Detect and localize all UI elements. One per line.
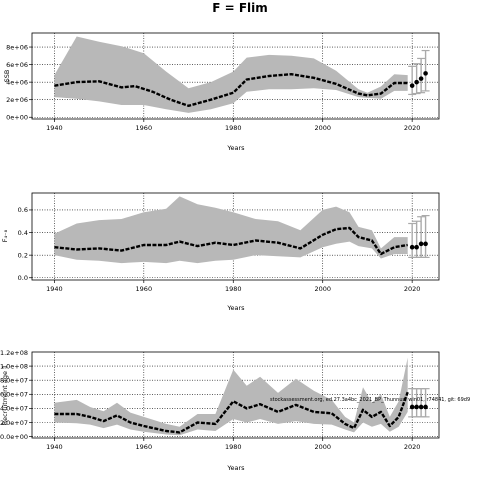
ssb-marks [54, 36, 430, 113]
recruitment-ylabel: Recruitment age 1 [1, 365, 9, 425]
recruitment-ytick-label: 0.0e+00 [0, 433, 28, 441]
ssb-ytick-label: 6e+06 [6, 61, 28, 69]
ssb-ytick-label: 2e+06 [6, 96, 28, 104]
recruitment-ytick-label: 2.0e+07 [0, 419, 28, 427]
ssb-ytick-label: 4e+06 [6, 78, 28, 86]
ssb-panel: 1940 1960 1980 2000 2020 0e+00 2e+06 4e+06 6e+06… [3, 32, 440, 152]
ssb-median-line [54, 73, 408, 107]
f-ticks: 1940 1960 1980 2000 2020 0.0 0.2 0.4 0.6 [18, 206, 421, 293]
recruitment-plot-area [31, 351, 440, 439]
ssb-xtick-label: 1980 [225, 124, 242, 132]
f-projection-point [423, 241, 428, 247]
f-xtick-label: 1980 [225, 285, 242, 293]
recruitment-panel: 1940 1960 1980 2000 2020 0.0e+00 2.0e+07 4.0e+0… [0, 349, 470, 472]
ssb-xtick-label: 1960 [136, 124, 153, 132]
recruitment-xtick-label: 2020 [404, 443, 421, 451]
f-xlabel: Years [226, 304, 245, 312]
f-plot-area [31, 192, 440, 281]
recruitment-xtick-label: 1980 [225, 443, 242, 451]
f-marks [54, 196, 430, 264]
f-ytick-label: 0.0 [18, 274, 28, 282]
f-ytick-label: 0.6 [18, 206, 28, 214]
ssb-confidence-band [54, 36, 408, 113]
f-median-line [54, 226, 408, 256]
recruitment-projection-point [418, 404, 424, 410]
ssb-plot-area [31, 32, 440, 120]
ssb-projection-point [423, 71, 428, 76]
f-projection-point [414, 244, 419, 250]
recruitment-confidence-band [54, 357, 408, 436]
recruitment-projection-point [423, 404, 428, 410]
f-xtick-label: 2000 [314, 285, 331, 293]
f-projection-point [418, 241, 424, 247]
ssb-xtick-label: 1940 [46, 124, 63, 132]
recruitment-ytick-label-top: 1.2e+08 [0, 349, 28, 357]
f-ylabel: F₄₋₈ [1, 229, 9, 242]
ssb-xlabel: Years [226, 144, 245, 152]
recruitment-projection-point [409, 404, 415, 410]
ssb-ytick-label: 8e+06 [6, 43, 28, 51]
ssb-ytick-label: 0e+00 [6, 114, 28, 122]
ssb-projection-point [409, 83, 415, 88]
recruitment-ytick-label: 1.0e+08 [0, 362, 28, 370]
recruitment-xtick-label: 1960 [136, 443, 153, 451]
recruitment-marks [54, 357, 430, 436]
recruitment-xtick-label: 1940 [46, 443, 63, 451]
f-confidence-band [54, 196, 408, 264]
f-panel: 1940 1960 1980 2000 2020 0.0 0.2 0.4 0.6 Years F… [1, 192, 440, 312]
f-xtick-label: 2020 [404, 285, 421, 293]
recruitment-ytick-label: 6.0e+07 [0, 391, 28, 399]
recruitment-ytick-label: 8.0e+07 [0, 376, 28, 384]
f-projection-point [409, 244, 415, 250]
ssb-ticks: 1940 1960 1980 2000 2020 0e+00 2e+06 4e+06 6e+06… [6, 43, 420, 132]
recruitment-xlabel: Years [226, 464, 245, 472]
ssb-xtick-label: 2000 [314, 124, 331, 132]
recruitment-projection-point [414, 404, 419, 410]
ssb-projection-point [418, 76, 424, 81]
f-ytick-label: 0.2 [18, 251, 28, 259]
figure-title: F = Flim [212, 1, 268, 15]
ssb-projection-point [414, 79, 419, 85]
recruitment-xtick-label: 2000 [314, 443, 331, 451]
f-ytick-label: 0.4 [18, 229, 28, 237]
recruitment-ticks: 1940 1960 1980 2000 2020 0.0e+00 2.0e+07 4.0e+0… [0, 349, 420, 451]
ssb-ylabel: SSB [3, 70, 11, 83]
recruitment-ytick-label: 4.0e+07 [0, 405, 28, 413]
ssb-xtick-label: 2020 [404, 124, 421, 132]
f-xtick-label: 1960 [136, 285, 153, 293]
recruitment-median-line [54, 391, 409, 434]
f-xtick-label: 1940 [46, 285, 63, 293]
recruitment-annotation: stockassessment.org, ed.27.3a4bc_2021_BP… [270, 397, 470, 403]
